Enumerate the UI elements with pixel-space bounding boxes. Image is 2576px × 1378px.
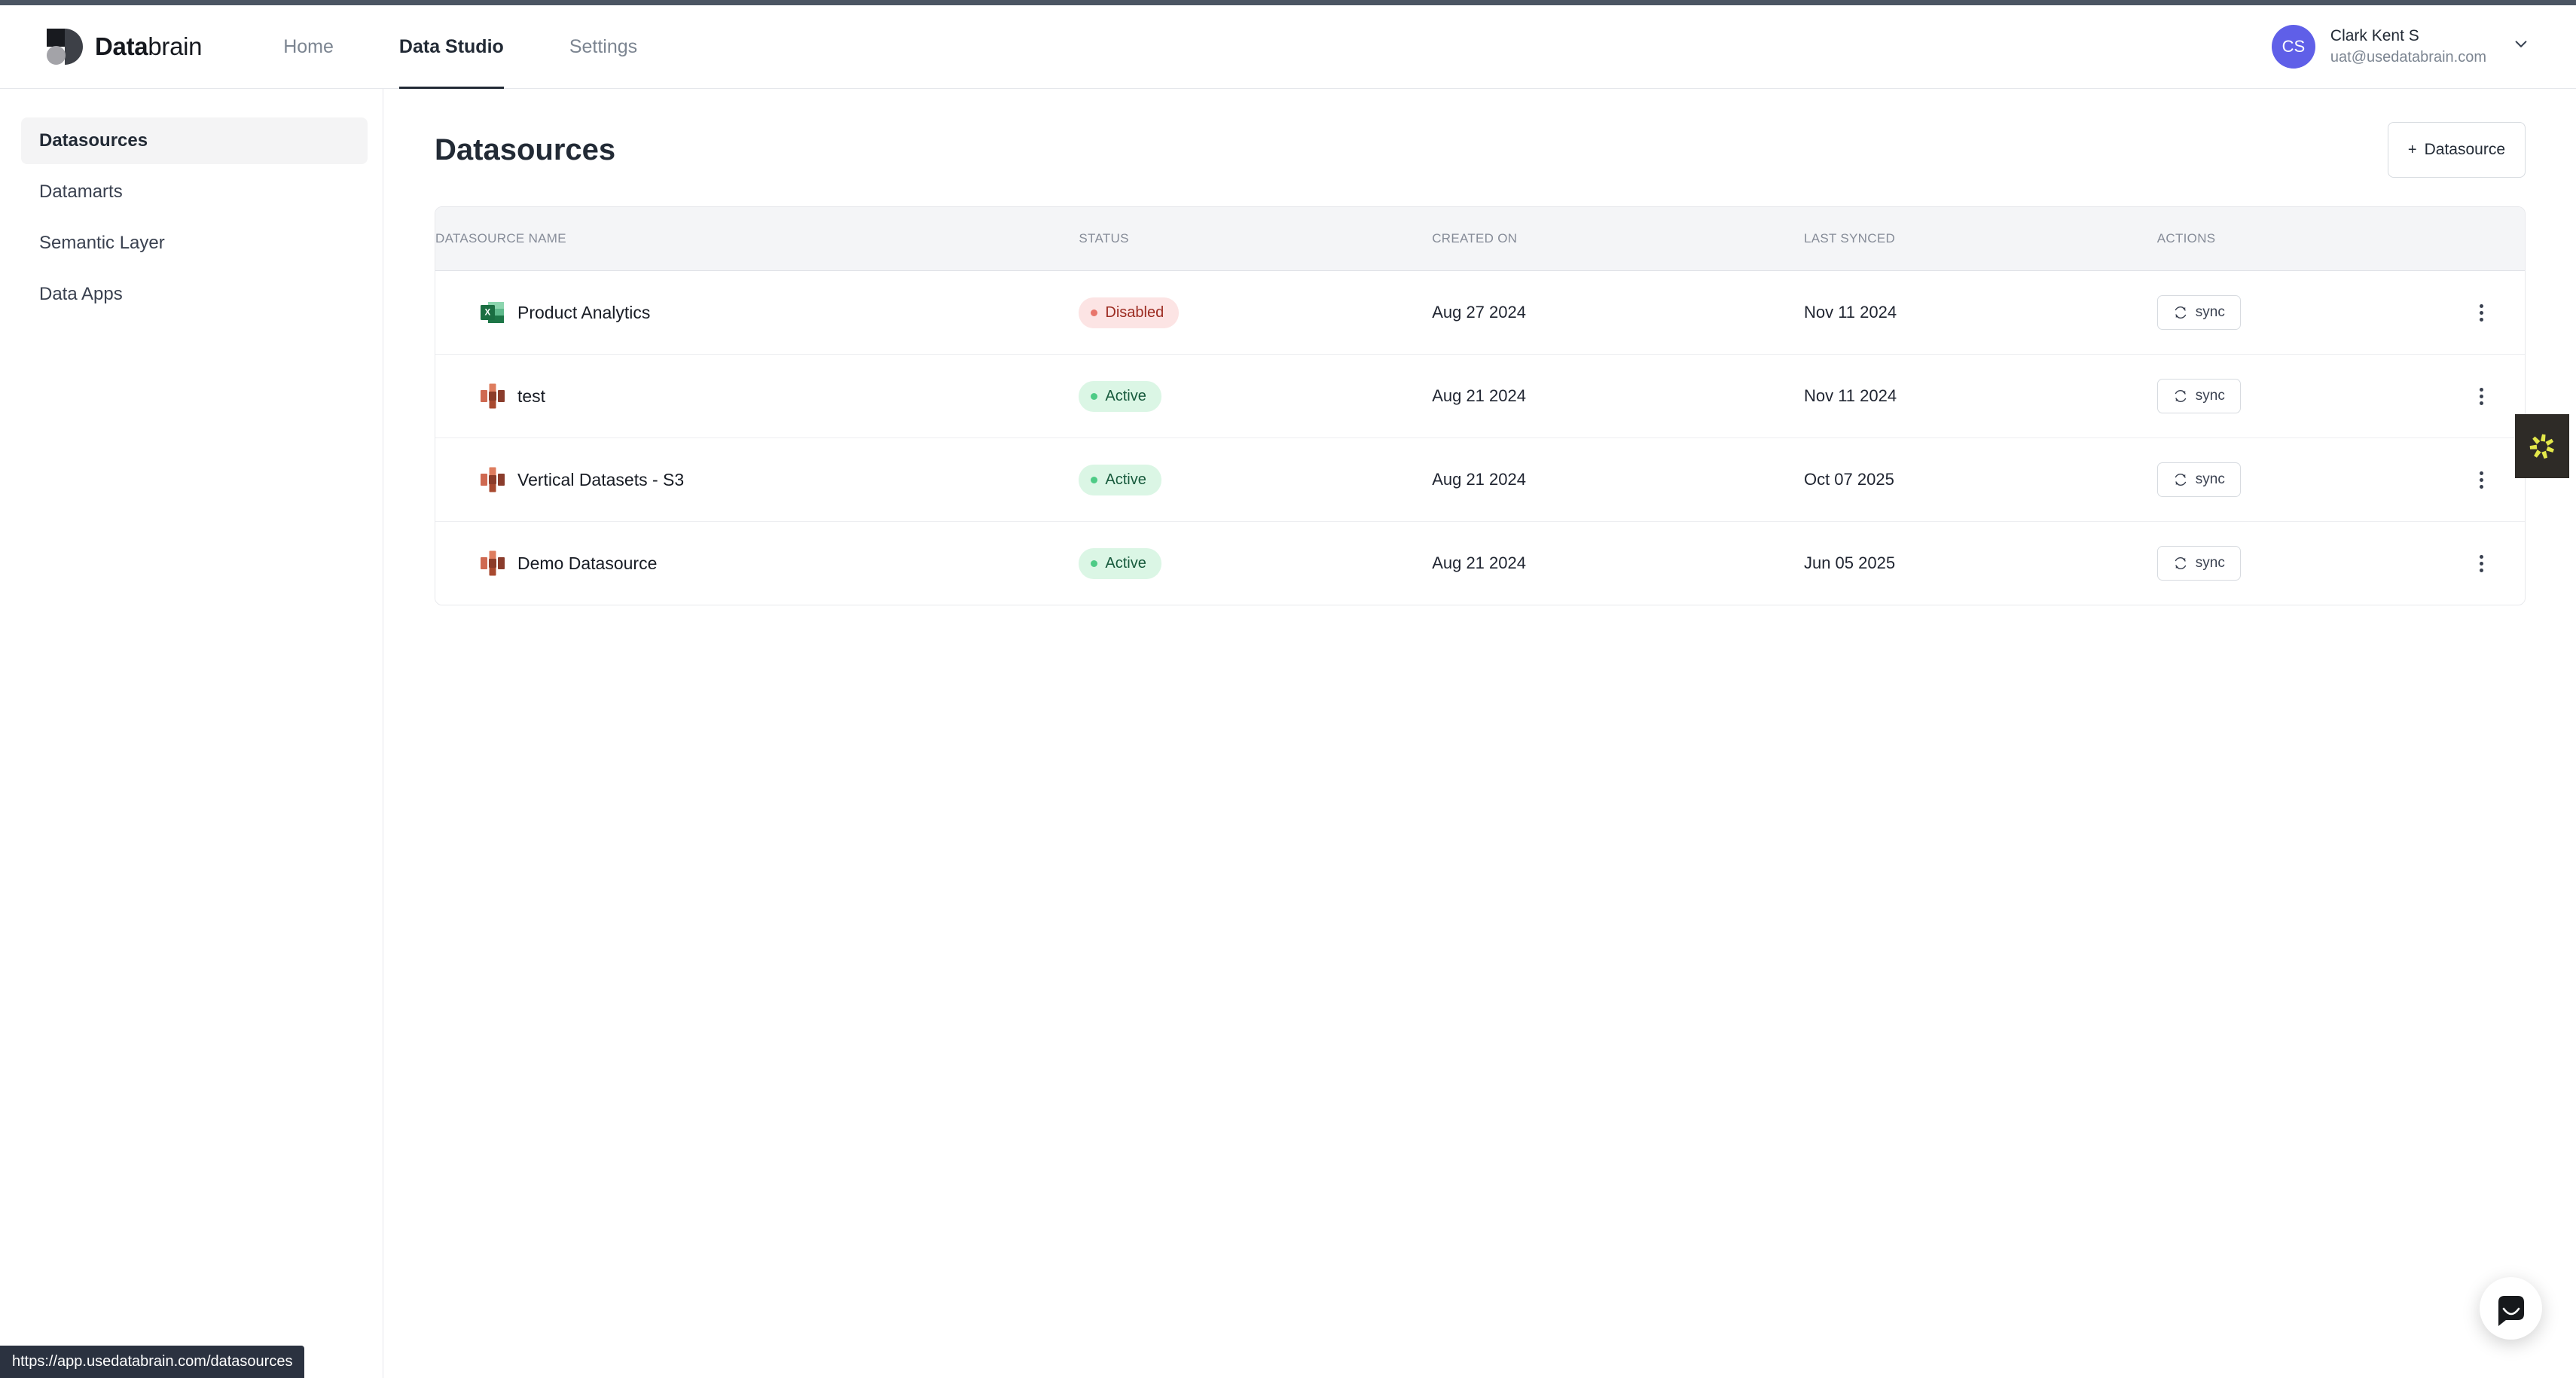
svg-text:X: X (484, 309, 490, 318)
